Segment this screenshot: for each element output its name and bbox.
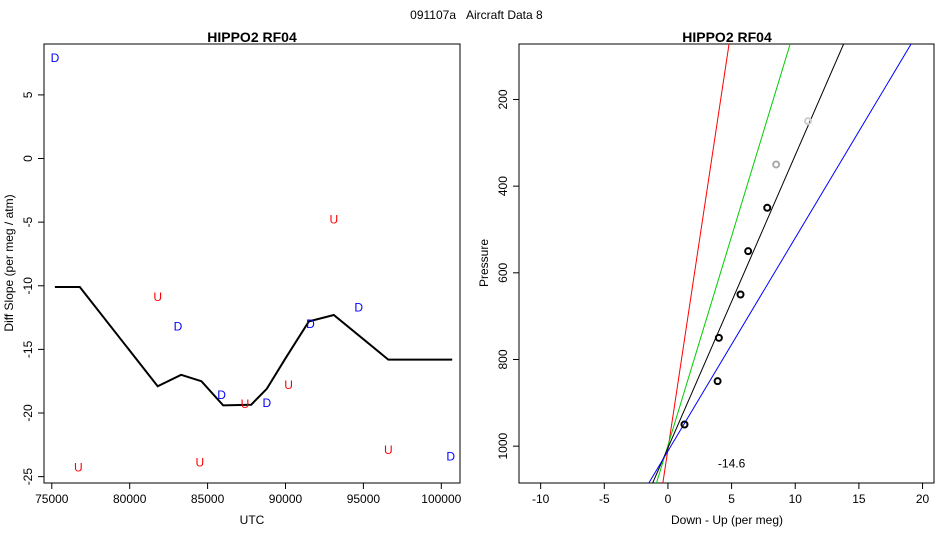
right-data-point [714, 333, 723, 342]
left-y-tick-label: 5 [21, 91, 35, 98]
right-x-tick-label: 5 [728, 492, 735, 506]
right-fit-line [662, 44, 730, 483]
left-y-tick-label: -25 [21, 468, 35, 486]
left-plot-frame [43, 43, 461, 484]
left-marker-u: U [284, 378, 293, 392]
right-data-point [744, 247, 753, 256]
right-fit-line [648, 44, 912, 483]
left-y-tick-label: -5 [21, 216, 35, 227]
left-marker-u: U [153, 290, 162, 304]
left-x-axis-label: UTC [240, 513, 265, 527]
left-marker-d: D [174, 319, 183, 333]
right-chart-title: HIPPO2 RF04 [682, 29, 772, 45]
left-marker-d: D [262, 396, 271, 410]
left-y-tick-label: 0 [21, 155, 35, 162]
right-x-axis-label: Down - Up (per meg) [671, 513, 783, 527]
right-x-tick-label: -10 [532, 492, 550, 506]
right-points-group [680, 117, 812, 429]
right-y-axis-label: Pressure [477, 239, 491, 287]
left-marker-d: D [51, 51, 60, 65]
left-y-axis: -25 -20 -15 -10 -5 0 5 [21, 91, 44, 485]
right-y-tick-label: 600 [496, 262, 510, 282]
right-y-tick-label: 200 [496, 89, 510, 109]
left-chart-panel: HIPPO2 RF04 75000 80000 85000 90000 95000 100… [2, 29, 462, 527]
figure-header-title: Aircraft Data 8 [466, 8, 543, 22]
left-x-tick-label: 95000 [347, 492, 381, 506]
right-data-point [680, 420, 689, 429]
left-y-tick-label: -15 [21, 340, 35, 358]
left-marker-u: U [241, 397, 250, 411]
right-y-axis: 200 400 600 800 1000 [496, 89, 519, 460]
left-marker-d: D [354, 300, 363, 314]
right-fit-lines-group [648, 44, 912, 483]
left-marker-u: U [329, 213, 338, 227]
left-marker-u: U [74, 461, 83, 475]
right-plot-frame [518, 43, 935, 484]
left-marker-d: D [306, 317, 315, 331]
right-y-tick-label: 400 [496, 176, 510, 196]
right-x-axis: -10 -5 0 5 10 15 20 [532, 483, 930, 506]
left-y-tick-label: -10 [21, 277, 35, 295]
right-x-tick-label: -5 [599, 492, 610, 506]
left-x-tick-label: 90000 [269, 492, 303, 506]
right-data-point [803, 117, 812, 126]
left-marker-d: D [217, 388, 226, 402]
left-marker-u: U [195, 456, 204, 470]
right-x-tick-label: 20 [916, 492, 930, 506]
left-x-axis: 75000 80000 85000 90000 95000 100000 [35, 483, 462, 506]
right-x-tick-label: 15 [852, 492, 866, 506]
right-y-tick-label: 800 [496, 349, 510, 369]
left-marker-u: U [384, 443, 393, 457]
left-x-tick-label: 75000 [35, 492, 69, 506]
left-series-line-group [54, 286, 453, 407]
right-chart-panel: HIPPO2 RF04 -10 -5 0 5 10 15 20 200 400 600 800 10… [477, 29, 935, 527]
left-chart-title: HIPPO2 RF04 [207, 29, 297, 45]
right-fit-line [656, 44, 791, 483]
right-data-point [763, 203, 772, 212]
right-data-point [772, 160, 781, 169]
right-x-tick-label: 10 [789, 492, 803, 506]
right-x-tick-label: 0 [665, 492, 672, 506]
right-fit-line [652, 44, 845, 483]
right-data-point [736, 290, 745, 299]
figure-header-id: 091107a [410, 8, 456, 22]
left-y-axis-label: Diff Slope (per meg / atm) [2, 194, 16, 331]
left-x-tick-label: 80000 [113, 492, 147, 506]
left-marker-d: D [446, 449, 455, 463]
left-x-tick-label: 100000 [421, 492, 461, 506]
right-data-point [713, 377, 722, 386]
left-y-tick-label: -20 [21, 404, 35, 422]
left-series-line [54, 286, 453, 407]
left-x-tick-label: 85000 [191, 492, 225, 506]
right-y-tick-label: 1000 [496, 432, 510, 459]
right-slope-annotation: -14.6 [718, 456, 746, 470]
